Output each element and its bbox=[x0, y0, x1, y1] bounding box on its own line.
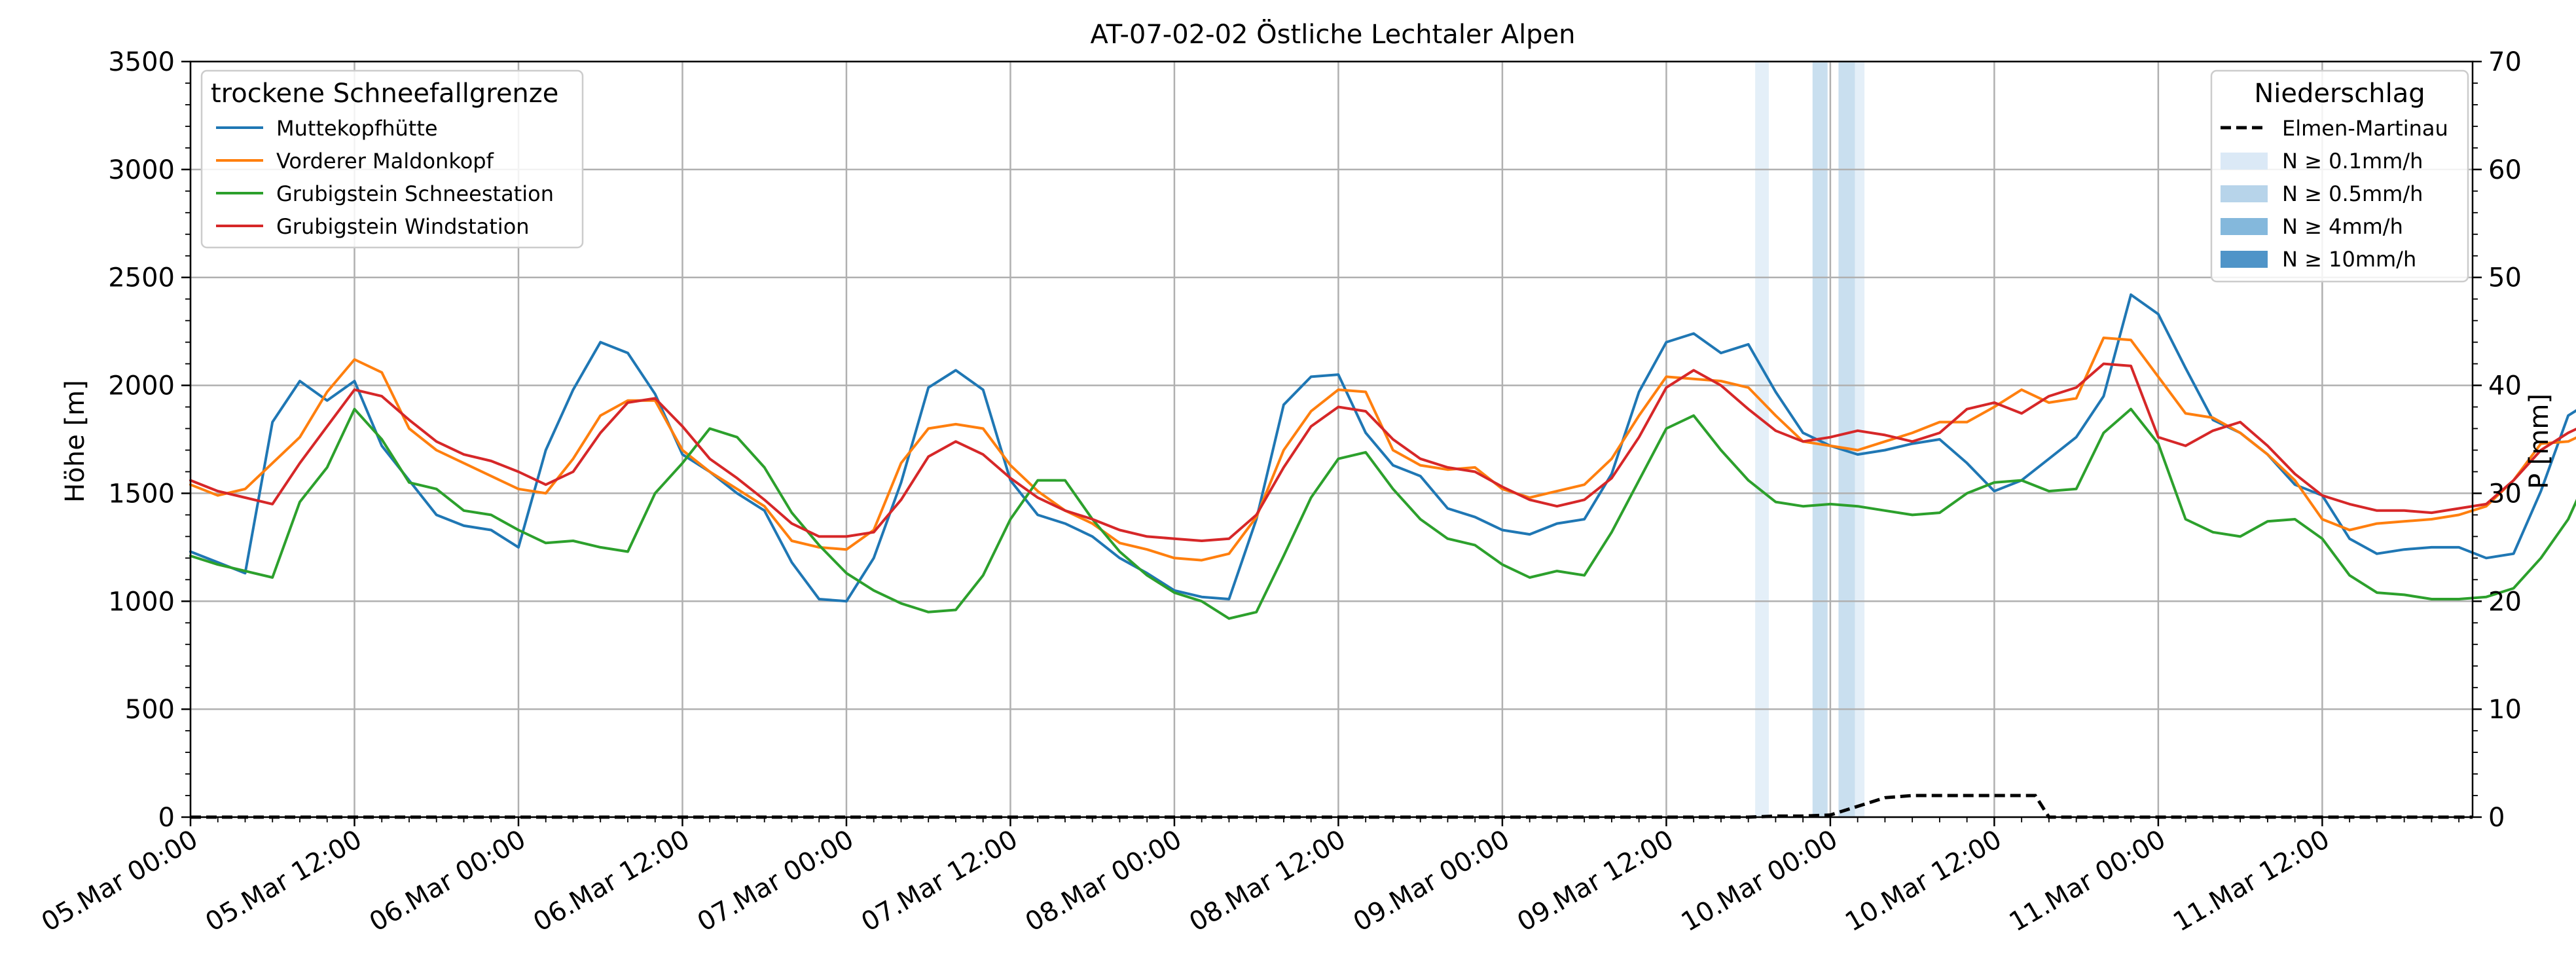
x-tick-label: 07.Mar 12:00 bbox=[856, 824, 1023, 938]
y-tick-label: 1500 bbox=[108, 479, 175, 509]
legend-label-elmen-martinau: Elmen-Martinau bbox=[2282, 116, 2448, 141]
legend-label-grubigstein-schneestation: Grubigstein Schneestation bbox=[276, 181, 554, 206]
y-axis-label: Höhe [m] bbox=[60, 380, 90, 502]
y2-tick-label: 0 bbox=[2488, 803, 2505, 833]
series-line-vorderer-maldonkopf bbox=[189, 337, 2576, 562]
legend-precipitation: Niederschlag Elmen-Martinau N ≥ 0.1mm/h … bbox=[2210, 69, 2469, 283]
legend-snowfall-limit: trockene Schneefallgrenze Muttekopfhütte… bbox=[200, 69, 584, 249]
legend-label-n-10: N ≥ 10mm/h bbox=[2282, 247, 2416, 272]
series-line-elmen-martinau bbox=[190, 794, 2473, 819]
y2-tick-label: 70 bbox=[2488, 47, 2522, 77]
y2-axis-label: P [mm] bbox=[2524, 394, 2554, 489]
legend-swatch-n-0-5 bbox=[2221, 185, 2268, 202]
legend-precipitation-title: Niederschlag bbox=[2254, 79, 2425, 109]
legend-precipitation-frame bbox=[2210, 69, 2469, 283]
precip-band-3 bbox=[1838, 62, 1855, 817]
y2-tick-label: 30 bbox=[2488, 479, 2522, 509]
legend-label-n-0-1: N ≥ 0.1mm/h bbox=[2282, 149, 2423, 174]
x-tick-label: 05.Mar 00:00 bbox=[37, 824, 203, 938]
chart-title: AT-07-02-02 Östliche Lechtaler Alpen bbox=[1090, 18, 1575, 50]
y-tick-label: 2000 bbox=[108, 371, 175, 401]
x-tick-label: 09.Mar 12:00 bbox=[1512, 824, 1678, 938]
y-tick-label: 500 bbox=[125, 695, 175, 725]
series-line-grubigstein-schneestation bbox=[189, 407, 2576, 620]
y2-tick-label: 20 bbox=[2488, 587, 2522, 617]
series-line-muttekopfhuette bbox=[189, 293, 2576, 603]
axes bbox=[181, 60, 2482, 826]
plot-frame bbox=[189, 60, 2474, 818]
x-tick-label: 10.Mar 12:00 bbox=[1840, 824, 2006, 938]
legend-swatch-n-4 bbox=[2221, 218, 2268, 235]
y2-tick-label: 50 bbox=[2488, 263, 2522, 293]
x-tick-label: 06.Mar 12:00 bbox=[528, 824, 695, 938]
x-tick-label: 11.Mar 12:00 bbox=[2168, 824, 2334, 938]
legend-swatch-n-10 bbox=[2221, 251, 2268, 268]
legend-label-grubigstein-windstation: Grubigstein Windstation bbox=[276, 214, 530, 239]
x-tick-label: 09.Mar 00:00 bbox=[1349, 824, 1515, 938]
precip-band-4 bbox=[1855, 62, 1865, 817]
precipitation-bands bbox=[1755, 62, 1865, 817]
y-tick-label: 3000 bbox=[108, 155, 175, 185]
x-tick-label: 06.Mar 00:00 bbox=[365, 824, 531, 938]
legend-swatch-n-0-1 bbox=[2221, 153, 2268, 170]
legend-label-vorderer-maldonkopf: Vorderer Maldonkopf bbox=[276, 149, 494, 174]
legend-snowfall-frame bbox=[200, 69, 584, 249]
precip-band-1 bbox=[1755, 62, 1769, 817]
x-tick-label: 08.Mar 00:00 bbox=[1021, 824, 1187, 938]
x-tick-label: 11.Mar 00:00 bbox=[2005, 824, 2171, 938]
y2-tick-label: 60 bbox=[2488, 155, 2522, 185]
y-tick-label: 0 bbox=[158, 803, 175, 833]
y2-tick-label: 10 bbox=[2488, 695, 2522, 725]
x-tick-label: 08.Mar 12:00 bbox=[1184, 824, 1351, 938]
legend-label-n-4: N ≥ 4mm/h bbox=[2282, 214, 2403, 239]
legend-label-muttekopfhuette: Muttekopfhütte bbox=[276, 116, 438, 141]
legend-snowfall-title: trockene Schneefallgrenze bbox=[211, 79, 558, 109]
series-line-grubigstein-windstation bbox=[189, 362, 2576, 542]
data-series bbox=[189, 293, 2576, 819]
y2-tick-label: 40 bbox=[2488, 371, 2522, 401]
y-tick-label: 2500 bbox=[108, 263, 175, 293]
x-tick-label: 05.Mar 12:00 bbox=[200, 824, 367, 938]
x-tick-label: 10.Mar 00:00 bbox=[1677, 824, 1843, 938]
legend-label-n-0-5: N ≥ 0.5mm/h bbox=[2282, 181, 2423, 206]
x-tick-label: 07.Mar 00:00 bbox=[693, 824, 859, 938]
y-tick-label: 1000 bbox=[108, 587, 175, 617]
y-tick-label: 3500 bbox=[108, 47, 175, 77]
